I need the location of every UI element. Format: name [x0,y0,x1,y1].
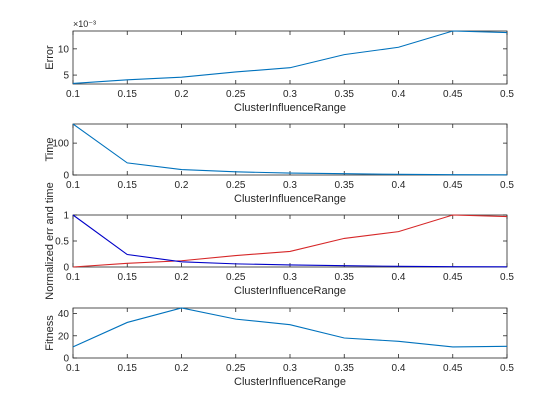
axes-box [72,214,508,268]
x-tick-label: 0.3 [283,363,297,374]
x-tick-label: 0.35 [335,363,355,374]
x-tick-label: 0.4 [392,180,406,191]
x-tick-label: 0.1 [66,272,80,283]
x-tick-label: 0.25 [226,180,246,191]
x-tick-label: 0.1 [66,180,80,191]
x-tick-label: 0.45 [443,89,463,100]
series-line-1 [72,214,508,268]
subplot-4: 0.1 0.15 0.2 0.25 0.3 0.35 0.4 0.45 0.5 0 20 40 Clus… [44,307,514,388]
x-tick-label: 0.15 [118,180,138,191]
subplot-3: 0.1 0.15 0.2 0.25 0.3 0.35 0.4 0.45 0.5 0 0.5 1 Clus… [44,182,514,299]
y-axis-label: Fitness [44,315,56,351]
subplot-2: 0.1 0.15 0.2 0.25 0.3 0.35 0.4 0.45 0.5 0 100 Clust… [44,123,514,205]
x-tick-label: 0.2 [175,272,189,283]
x-tick-label: 0.4 [392,272,406,283]
x-axis-label: ClusterInfluenceRange [234,193,346,205]
axes-box [72,307,508,359]
x-tick-label: 0.4 [392,363,406,374]
x-tick-label: 0.3 [283,272,297,283]
series-line-2 [72,214,508,268]
y-tick-label: 20 [58,331,70,342]
x-tick-label: 0.5 [500,180,514,191]
series-line-1 [72,123,508,176]
x-tick-label: 0.25 [226,89,246,100]
y-tick-label: 0 [63,263,69,274]
x-tick-label: 0.45 [443,180,463,191]
x-tick-label: 0.2 [175,89,189,100]
x-tick-label: 0.15 [118,89,138,100]
y-tick-label: 10 [58,44,70,55]
x-tick-label: 0.15 [118,272,138,283]
x-tick-label: 0.5 [500,363,514,374]
x-tick-label: 0.5 [500,89,514,100]
x-tick-label: 0.5 [500,272,514,283]
x-tick-label: 0.35 [335,272,355,283]
x-tick-label: 0.2 [175,180,189,191]
y-axis-label: Normalized err and time [44,182,56,299]
x-axis-label: ClusterInfluenceRange [234,376,346,388]
y-axis-label: Error [44,45,56,70]
x-tick-label: 0.4 [392,89,406,100]
y-tick-label: 1 [63,211,69,222]
x-tick-label: 0.25 [226,363,246,374]
y-tick-label: 0 [63,171,69,182]
x-tick-label: 0.1 [66,89,80,100]
x-tick-label: 0.15 [118,363,138,374]
x-axis-label: ClusterInfluenceRange [234,102,346,114]
x-tick-label: 0.2 [175,363,189,374]
y-tick-label: 40 [58,309,70,320]
x-axis-label: ClusterInfluenceRange [234,285,346,297]
x-tick-label: 0.25 [226,272,246,283]
subplot-1: 0.1 0.15 0.2 0.25 0.3 0.35 0.4 0.45 0.5 5 10 Cluste… [44,19,514,114]
x-tick-label: 0.45 [443,272,463,283]
y-axis-label: Time [44,137,56,161]
x-tick-label: 0.3 [283,180,297,191]
series-line-1 [72,30,508,85]
y-tick-label: 0 [63,354,69,365]
y-tick-label: 100 [52,139,69,150]
series-line-1 [72,307,508,348]
x-tick-label: 0.45 [443,363,463,374]
y-tick-label: 5 [63,71,69,82]
x-tick-label: 0.1 [66,363,80,374]
y-tick-label: 0.5 [55,237,69,248]
x-tick-label: 0.3 [283,89,297,100]
y-exponent-label: ×10⁻³ [73,19,96,29]
x-tick-label: 0.35 [335,89,355,100]
x-tick-label: 0.35 [335,180,355,191]
axes-box [72,123,508,176]
axes-box [72,30,508,85]
